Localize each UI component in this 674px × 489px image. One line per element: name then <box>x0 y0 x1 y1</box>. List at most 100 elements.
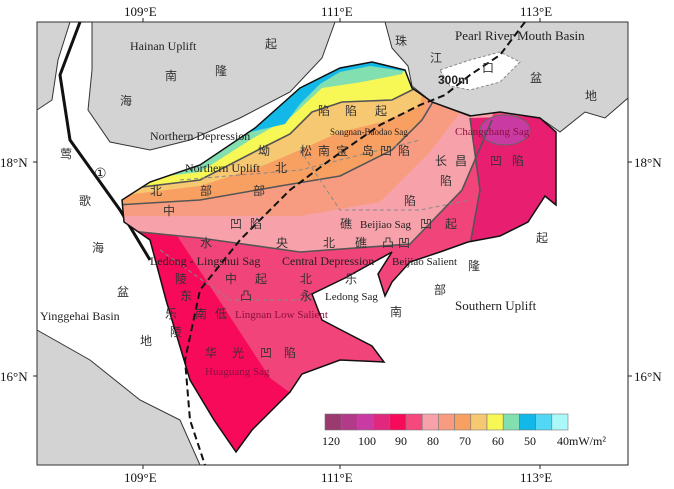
zh-pearl-2: 口 <box>482 61 494 75</box>
zh-north-3: 北 <box>150 184 162 198</box>
zh-central-27: 凹 <box>490 154 502 168</box>
label-northern-depression: Northern Depression <box>150 129 250 143</box>
zh-ygh-0: 莺 <box>60 147 72 161</box>
zh-central-24: 陷 <box>440 173 452 188</box>
label-southern-uplift: Southern Uplift <box>455 298 537 313</box>
zh-central-16: 北 <box>323 236 335 250</box>
zh-ygh-2: 海 <box>92 240 104 255</box>
bottom-lon-111: 111°E <box>321 470 353 485</box>
zh-central-8: 起 <box>255 272 267 286</box>
zh-central-19: 凸 <box>382 236 394 250</box>
zh-central-6: 东 <box>180 289 192 303</box>
tick-marks <box>33 18 632 469</box>
zh-north-9: 松 <box>300 144 312 158</box>
zh-central-12: 陵 <box>170 325 182 339</box>
legend-tick-80: 80 <box>427 434 439 448</box>
legend-tick-70: 70 <box>459 434 471 448</box>
legend-swatch <box>373 413 391 431</box>
zone-huaguang <box>122 215 300 452</box>
legend-swatch <box>357 413 374 431</box>
zh-pearl-3: 盆 <box>530 71 542 85</box>
zh-huaguang-3: 陷 <box>284 345 296 360</box>
label-huaguang: Huaguang Sag <box>205 366 270 378</box>
zh-south-3: 南 <box>390 304 402 319</box>
label-changchang: Changchang Sag <box>455 126 530 138</box>
zh-central-22: 凹 <box>420 217 432 231</box>
zh-central-4: 央 <box>276 236 288 250</box>
legend-ticks: 120 100 90 80 70 60 50 40mW/m² <box>322 434 606 448</box>
zh-central-1: 凹 <box>230 217 242 231</box>
zh-north-1: 坳 <box>258 144 270 158</box>
hainan-island <box>87 21 336 151</box>
zh-ygh-3: 盆 <box>117 285 129 299</box>
zh-central-25: 长 <box>435 154 447 168</box>
label-isobath-300m: 300m <box>438 73 469 87</box>
zh-central-10: 低 <box>215 307 227 321</box>
zh-huaguang-0: 华 <box>205 346 217 360</box>
legend-swatch <box>519 413 536 431</box>
isobath-300m-line <box>183 21 526 466</box>
zh-central-21: 陷 <box>404 193 416 208</box>
zh-hainan-2: 隆 <box>215 63 227 78</box>
label-ledong-sag: Ledong Sag <box>325 291 378 303</box>
axis-labels: 109°E 111°E 113°E 109°E 111°E 113°E 18°N… <box>0 4 662 485</box>
legend-swatch <box>438 413 455 431</box>
label-yinggehai: Yinggehai Basin <box>40 309 120 323</box>
zh-pearl-4: 地 <box>585 89 597 103</box>
bottom-lon-113: 113°E <box>520 470 552 485</box>
zh-south-2: 部 <box>434 282 446 297</box>
legend-swatch <box>502 413 520 431</box>
zh-central-23: 起 <box>445 217 457 231</box>
zh-central-20: 凹 <box>398 236 410 250</box>
label-northern-uplift: Northern Uplift <box>185 161 261 175</box>
legend-tick-40: 40mW/m² <box>557 434 606 448</box>
left-lat-18: 18°N <box>0 155 28 170</box>
zh-north-6: 北 <box>275 161 287 175</box>
legend-tick-90: 90 <box>395 434 407 448</box>
top-lon-113: 113°E <box>520 4 552 19</box>
zone-changchang-core <box>479 114 531 146</box>
legend-swatch <box>421 413 439 431</box>
zh-pearl-0: 珠 <box>395 34 407 48</box>
zh-south-0: 起 <box>536 231 548 245</box>
bottom-lon-109: 109°E <box>124 470 157 485</box>
right-lat-16: 16°N <box>634 369 662 384</box>
zh-north-7: 中 <box>163 203 175 218</box>
zh-south-1: 隆 <box>468 258 480 273</box>
label-lingnan: Lingnan Low Salient <box>235 309 328 321</box>
pearl-river-white-basin <box>439 51 521 91</box>
legend-tick-60: 60 <box>492 434 504 448</box>
zh-north-0: 陷 <box>318 103 330 118</box>
zh-north-4: 起 <box>375 104 387 118</box>
top-lon-111: 111°E <box>321 4 353 19</box>
zh-central-5: 中 <box>225 271 237 286</box>
legend-tick-120: 120 <box>322 434 340 448</box>
zh-central-17: 礁 <box>340 216 352 231</box>
right-lat-18: 18°N <box>634 155 662 170</box>
legend-swatch <box>324 413 342 431</box>
zh-ygh-1: 歌 <box>79 193 91 208</box>
zh-central-0: 陷 <box>250 216 262 231</box>
zh-north-12: 岛 <box>362 143 374 158</box>
zh-central-3: 陵 <box>175 272 187 286</box>
legend-swatch <box>470 413 488 431</box>
legend-swatch <box>454 413 472 431</box>
top-lon-109: 109°E <box>124 4 157 19</box>
zh-huaguang-2: 凹 <box>260 346 272 360</box>
zh-central-11: 南 <box>195 306 207 321</box>
left-land-top <box>36 21 71 111</box>
zh-north-10: 南 <box>318 143 330 158</box>
zh-north-8: 陷 <box>345 103 357 118</box>
legend-swatch <box>340 413 358 431</box>
zh-north-14: 陷 <box>398 143 410 158</box>
legend-swatch <box>389 413 407 431</box>
zh-central-28: 陷 <box>512 153 524 168</box>
label-hainan-uplift: Hainan Uplift <box>130 39 197 53</box>
label-central-depression: Central Depression <box>282 254 374 268</box>
label-songnan-baodao: Songnan-Baodao Sag <box>330 127 408 137</box>
marker-1: ① <box>94 167 107 182</box>
label-ledong-lingshui: Ledong - Lingshui Sag <box>150 254 260 268</box>
heat-flow-outline <box>121 61 557 454</box>
zh-huaguang-1: 光 <box>232 346 244 360</box>
